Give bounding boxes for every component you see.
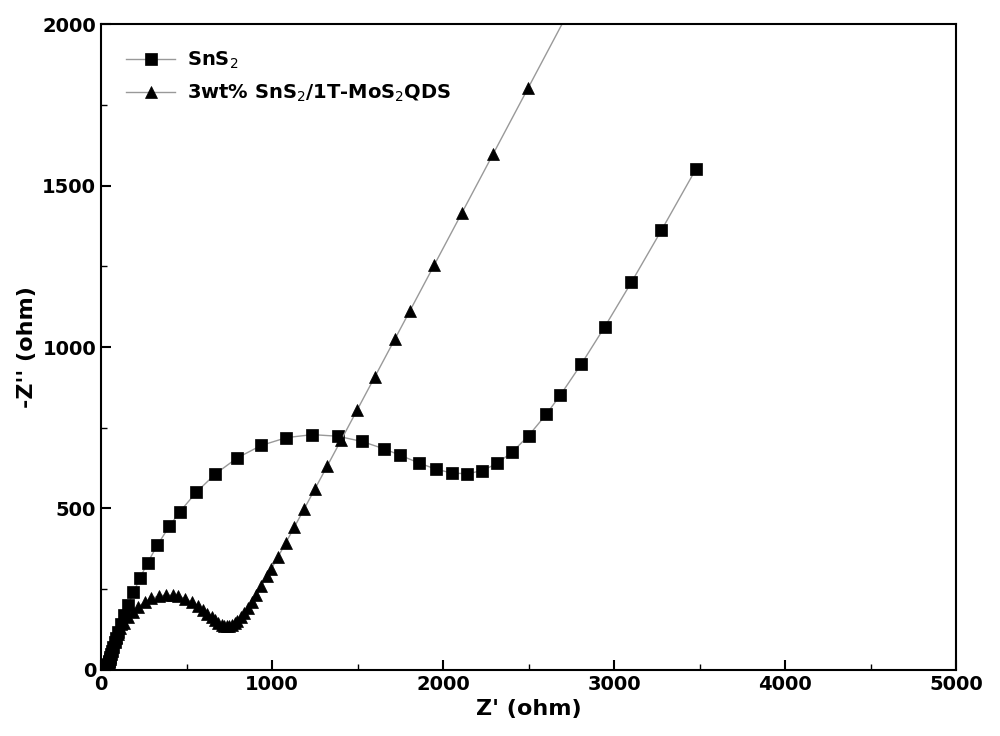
SnS$_2$ xyxy=(101,662,113,670)
SnS$_2$ xyxy=(332,432,344,441)
SnS$_2$ xyxy=(101,664,113,673)
3wt% SnS$_2$/1T-MoS$_2$QDS xyxy=(98,663,110,672)
Legend: SnS$_2$, 3wt% SnS$_2$/1T-MoS$_2$QDS: SnS$_2$, 3wt% SnS$_2$/1T-MoS$_2$QDS xyxy=(111,34,467,119)
Line: 3wt% SnS$_2$/1T-MoS$_2$QDS: 3wt% SnS$_2$/1T-MoS$_2$QDS xyxy=(98,6,574,673)
3wt% SnS$_2$/1T-MoS$_2$QDS xyxy=(108,637,120,645)
3wt% SnS$_2$/1T-MoS$_2$QDS xyxy=(110,632,122,641)
SnS$_2$ xyxy=(151,541,163,550)
Y-axis label: -Z'' (ohm): -Z'' (ohm) xyxy=(17,286,37,408)
3wt% SnS$_2$/1T-MoS$_2$QDS xyxy=(562,8,574,17)
SnS$_2$ xyxy=(575,360,587,369)
Line: SnS$_2$: SnS$_2$ xyxy=(101,164,701,673)
3wt% SnS$_2$/1T-MoS$_2$QDS xyxy=(487,149,499,158)
3wt% SnS$_2$/1T-MoS$_2$QDS xyxy=(221,622,233,631)
SnS$_2$ xyxy=(280,434,292,442)
SnS$_2$ xyxy=(115,620,127,629)
3wt% SnS$_2$/1T-MoS$_2$QDS xyxy=(218,621,230,630)
3wt% SnS$_2$/1T-MoS$_2$QDS xyxy=(369,372,381,381)
X-axis label: Z' (ohm): Z' (ohm) xyxy=(476,699,582,719)
SnS$_2$ xyxy=(690,165,702,174)
